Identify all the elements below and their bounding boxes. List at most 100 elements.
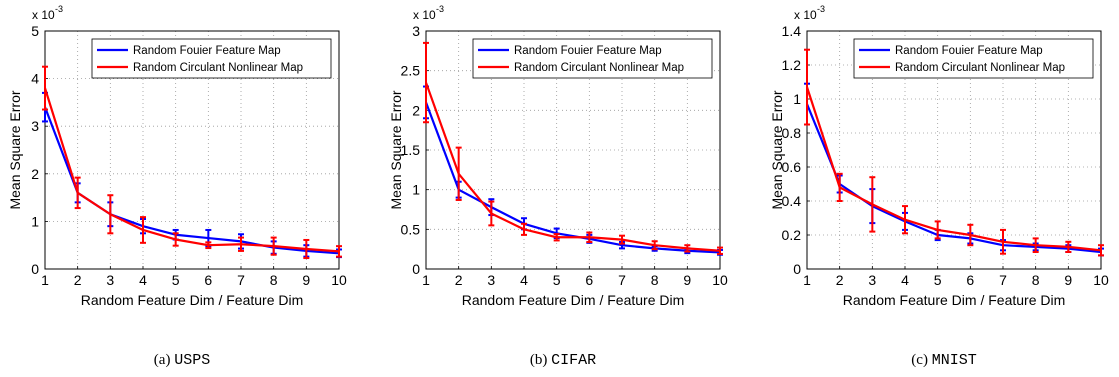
y-tick-label: 0.8 <box>782 125 802 141</box>
x-tick-label: 10 <box>331 272 347 288</box>
x-tick-label: 5 <box>172 272 180 288</box>
series-circulant <box>42 65 342 260</box>
x-tick-label: 9 <box>683 272 691 288</box>
x-tick-label: 1 <box>422 272 430 288</box>
y-tick-label: 1.5 <box>401 142 421 158</box>
y-tick-label: 1 <box>31 213 39 229</box>
x-axis-label: Random Feature Dim / Feature Dim <box>81 292 304 308</box>
plot-area-frame <box>44 30 340 270</box>
x-tick-label: 7 <box>999 272 1007 288</box>
series-line <box>43 87 340 253</box>
x-tick-label: 6 <box>204 272 212 288</box>
plot-area-frame <box>806 30 1102 270</box>
y-tick-label: 0 <box>793 261 801 277</box>
y-tick-label: 0.6 <box>782 159 802 175</box>
y-tick-label: 2.5 <box>401 63 421 79</box>
x-tick-label: 4 <box>139 272 147 288</box>
legend-label: Random Circulant Nonlinear Map <box>895 62 1065 74</box>
caption-dataset-name: MNIST <box>931 352 977 369</box>
series-line <box>805 103 1102 254</box>
legend-label: Random Fouier Feature Map <box>133 45 281 57</box>
caption-dataset-name: CIFAR <box>551 352 597 369</box>
x-tick-label: 6 <box>585 272 593 288</box>
y-tick-label: 2 <box>31 166 39 182</box>
legend-label: Random Circulant Nonlinear Map <box>514 62 684 74</box>
series-line <box>424 82 721 252</box>
chart-panel-3: 1 2 3 4 5 6 7 8 9 10 0 0.2 0.4 0.6 0.8 1 1.2 1.4x 10 -3 Ran… <box>769 4 1109 308</box>
legend-label: Random Circulant Nonlinear Map <box>133 62 303 74</box>
x-tick-label: 3 <box>487 272 495 288</box>
caption-cifar: (b) CIFAR <box>530 352 596 369</box>
caption-prefix: (c) <box>911 352 928 368</box>
y-axis-label: Mean Square Error <box>388 90 404 209</box>
series-fourier <box>42 91 342 259</box>
scale-factor-label: x 10 <box>794 8 817 22</box>
legend: Random Fouier Feature Map Random Circulan… <box>91 38 332 79</box>
scale-factor-label: x 10 <box>413 8 436 22</box>
x-tick-label: 4 <box>901 272 909 288</box>
x-tick-label: 9 <box>1064 272 1072 288</box>
x-tick-label: 5 <box>934 272 942 288</box>
caption-prefix: (a) <box>153 352 171 368</box>
y-tick-label: 4 <box>31 71 39 87</box>
x-tick-label: 3 <box>106 272 114 288</box>
x-tick-label: 2 <box>74 272 82 288</box>
series-line <box>424 102 721 254</box>
legend: Random Fouier Feature Map Random Circulan… <box>472 38 713 79</box>
y-tick-label: 1.2 <box>782 57 802 73</box>
x-tick-label: 10 <box>1093 272 1109 288</box>
series-line <box>805 86 1102 252</box>
y-tick-label: 3 <box>412 23 420 39</box>
x-tick-label: 3 <box>868 272 876 288</box>
series-line <box>43 106 340 255</box>
series-fourier <box>804 82 1104 257</box>
scale-factor-exponent: -3 <box>436 4 444 14</box>
y-tick-label: 5 <box>31 23 39 39</box>
y-axis-label: Mean Square Error <box>7 90 23 209</box>
x-tick-label: 5 <box>553 272 561 288</box>
caption-mnist: (c) MNIST <box>911 352 976 369</box>
y-tick-label: 1.4 <box>782 23 802 39</box>
legend-box <box>853 38 1094 79</box>
series-circulant <box>804 48 1104 257</box>
scale-factor-exponent: -3 <box>55 4 63 14</box>
y-tick-label: 3 <box>31 118 39 134</box>
y-tick-label: 0.5 <box>401 221 421 237</box>
x-axis-label: Random Feature Dim / Feature Dim <box>843 292 1066 308</box>
x-tick-label: 9 <box>302 272 310 288</box>
x-tick-label: 1 <box>803 272 811 288</box>
x-tick-label: 6 <box>966 272 974 288</box>
y-tick-label: 0 <box>412 261 420 277</box>
y-tick-label: 1 <box>793 91 801 107</box>
scale-factor-exponent: -3 <box>817 4 825 14</box>
x-tick-label: 7 <box>618 272 626 288</box>
legend: Random Fouier Feature Map Random Circulan… <box>853 38 1094 79</box>
caption-usps: (a) USPS <box>154 352 210 369</box>
x-axis-label: Random Feature Dim / Feature Dim <box>462 292 685 308</box>
y-tick-label: 1 <box>412 182 420 198</box>
x-tick-label: 7 <box>237 272 245 288</box>
series-circulant <box>423 41 723 255</box>
x-tick-label: 10 <box>712 272 728 288</box>
scale-factor-label: x 10 <box>32 8 55 22</box>
x-tick-label: 8 <box>1032 272 1040 288</box>
x-tick-label: 2 <box>455 272 463 288</box>
x-tick-label: 8 <box>651 272 659 288</box>
caption-dataset-name: USPS <box>174 352 211 369</box>
x-tick-label: 4 <box>520 272 528 288</box>
x-tick-label: 1 <box>41 272 49 288</box>
y-tick-label: 2 <box>412 102 420 118</box>
legend-box <box>472 38 713 79</box>
y-axis-label: Mean Square Error <box>769 90 785 209</box>
x-tick-label: 2 <box>836 272 844 288</box>
legend-label: Random Fouier Feature Map <box>895 45 1043 57</box>
y-tick-label: 0.2 <box>782 227 802 243</box>
x-tick-label: 8 <box>270 272 278 288</box>
y-tick-label: 0 <box>31 261 39 277</box>
caption-prefix: (b) <box>529 352 548 368</box>
legend-label: Random Fouier Feature Map <box>514 45 662 57</box>
y-tick-label: 0.4 <box>782 193 802 209</box>
